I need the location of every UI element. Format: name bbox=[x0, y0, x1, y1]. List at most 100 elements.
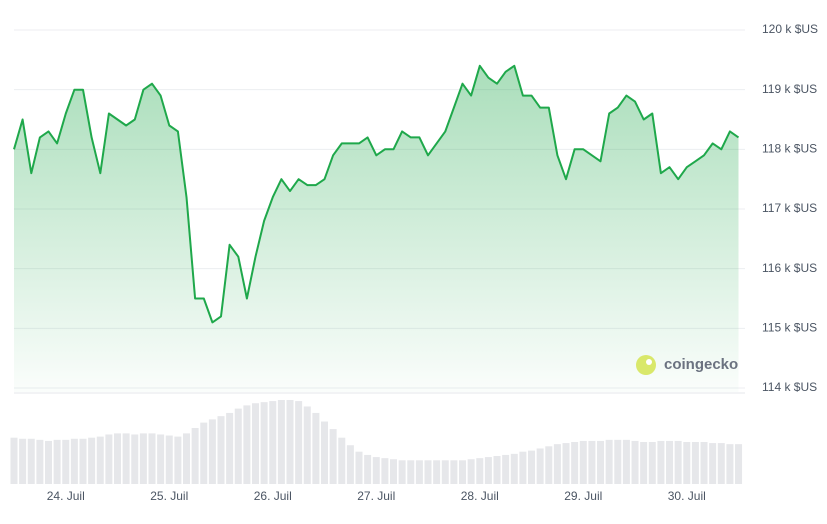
volume-bar bbox=[597, 440, 605, 484]
volume-bar bbox=[415, 460, 423, 484]
volume-bar bbox=[528, 450, 536, 484]
volume-bar bbox=[148, 433, 156, 484]
price-line bbox=[13, 64, 740, 324]
volume-bar bbox=[424, 460, 432, 484]
volume-bar bbox=[657, 440, 665, 484]
watermark-logo-eye bbox=[646, 359, 652, 365]
volume-bar bbox=[88, 437, 96, 484]
volume-bar bbox=[545, 446, 553, 484]
y-tick-label: 116 k $US bbox=[762, 261, 817, 275]
volume-bar bbox=[269, 401, 277, 484]
price-area bbox=[14, 65, 739, 393]
y-tick-label: 120 k $US bbox=[762, 22, 818, 36]
volume-bar bbox=[243, 405, 251, 484]
y-tick-label: 115 k $US bbox=[762, 321, 817, 335]
volume-bar bbox=[571, 442, 579, 484]
volume-bar bbox=[381, 458, 389, 484]
volume-bar bbox=[260, 402, 268, 484]
volume-bar bbox=[717, 443, 725, 484]
volume-bar bbox=[165, 435, 173, 484]
volume-bar bbox=[631, 440, 639, 484]
volume-bar bbox=[321, 421, 329, 484]
volume-bar bbox=[622, 439, 630, 484]
volume-bar bbox=[338, 437, 346, 484]
volume-bar bbox=[700, 442, 708, 484]
watermark-text: coingecko bbox=[664, 356, 738, 373]
volume-bar bbox=[588, 440, 596, 484]
volume-bar bbox=[312, 412, 320, 484]
volume-bar bbox=[709, 443, 717, 484]
volume-bar bbox=[355, 451, 363, 484]
volume-bar bbox=[19, 438, 27, 484]
volume-bar bbox=[605, 439, 613, 484]
volume-bar bbox=[484, 457, 492, 484]
volume-bar bbox=[70, 438, 78, 484]
volume-bar bbox=[303, 406, 311, 484]
x-tick-label: 26. Juil bbox=[254, 489, 292, 503]
volume-bar bbox=[579, 440, 587, 484]
y-tick-label: 117 k $US bbox=[762, 201, 817, 215]
volume-bar bbox=[683, 442, 691, 484]
volume-bar bbox=[105, 434, 113, 484]
volume-bar bbox=[114, 433, 122, 484]
volume-bar bbox=[277, 400, 285, 484]
x-tick-label: 25. Juil bbox=[150, 489, 188, 503]
volume-bar bbox=[200, 422, 208, 484]
x-tick-label: 30. Juil bbox=[668, 489, 706, 503]
volume-bar bbox=[157, 434, 165, 484]
y-tick-label: 119 k $US bbox=[762, 82, 817, 96]
volume-bar bbox=[510, 453, 518, 484]
volume-bar bbox=[131, 434, 139, 484]
volume-bar bbox=[217, 416, 225, 484]
volume-bar bbox=[252, 403, 260, 484]
volume-bar bbox=[519, 451, 527, 484]
volume-bar bbox=[122, 433, 130, 484]
volume-bar bbox=[390, 459, 398, 484]
volume-bar bbox=[398, 460, 406, 484]
volume-bar bbox=[648, 442, 656, 484]
volume-bar bbox=[62, 439, 70, 484]
volume-bar bbox=[208, 419, 216, 484]
volume-bar bbox=[191, 428, 199, 484]
volume-bar bbox=[691, 442, 699, 484]
volume-bar bbox=[441, 460, 449, 484]
volume-bar bbox=[407, 460, 415, 484]
volume-bar bbox=[735, 444, 743, 484]
volume-bar bbox=[364, 454, 372, 484]
volume-bar bbox=[553, 444, 561, 484]
volume-bar bbox=[96, 436, 104, 484]
volume-bar bbox=[234, 408, 242, 484]
x-tick-label: 29. Juil bbox=[564, 489, 602, 503]
volume-bar bbox=[286, 400, 294, 484]
volume-bar bbox=[467, 459, 475, 484]
volume-bar bbox=[346, 445, 354, 484]
volume-bar bbox=[27, 438, 35, 484]
volume-bar bbox=[562, 443, 570, 484]
volume-bar bbox=[183, 433, 191, 484]
volume-bar bbox=[295, 401, 303, 484]
y-tick-label: 114 k $US bbox=[762, 380, 817, 394]
volume-bar bbox=[536, 448, 544, 484]
volume-bar bbox=[493, 456, 501, 484]
volume-bar bbox=[459, 460, 467, 484]
volume-bar bbox=[614, 439, 622, 484]
y-tick-label: 118 k $US bbox=[762, 142, 817, 156]
volume-bar bbox=[79, 438, 87, 484]
volume-bar bbox=[450, 460, 458, 484]
volume-bar bbox=[226, 412, 234, 484]
volume-bar bbox=[10, 437, 18, 484]
watermark: coingecko bbox=[636, 355, 738, 375]
x-tick-label: 24. Juil bbox=[47, 489, 85, 503]
volume-bar bbox=[433, 460, 441, 484]
x-tick-label: 28. Juil bbox=[461, 489, 499, 503]
volume-bar bbox=[329, 429, 337, 484]
volume-bar bbox=[666, 440, 674, 484]
volume-bar bbox=[45, 440, 53, 484]
volume-bar bbox=[640, 442, 648, 484]
volume-bar bbox=[726, 444, 734, 484]
x-tick-label: 27. Juil bbox=[357, 489, 395, 503]
volume-bar bbox=[674, 440, 682, 484]
volume-bar bbox=[476, 458, 484, 484]
volume-bar bbox=[139, 433, 147, 484]
